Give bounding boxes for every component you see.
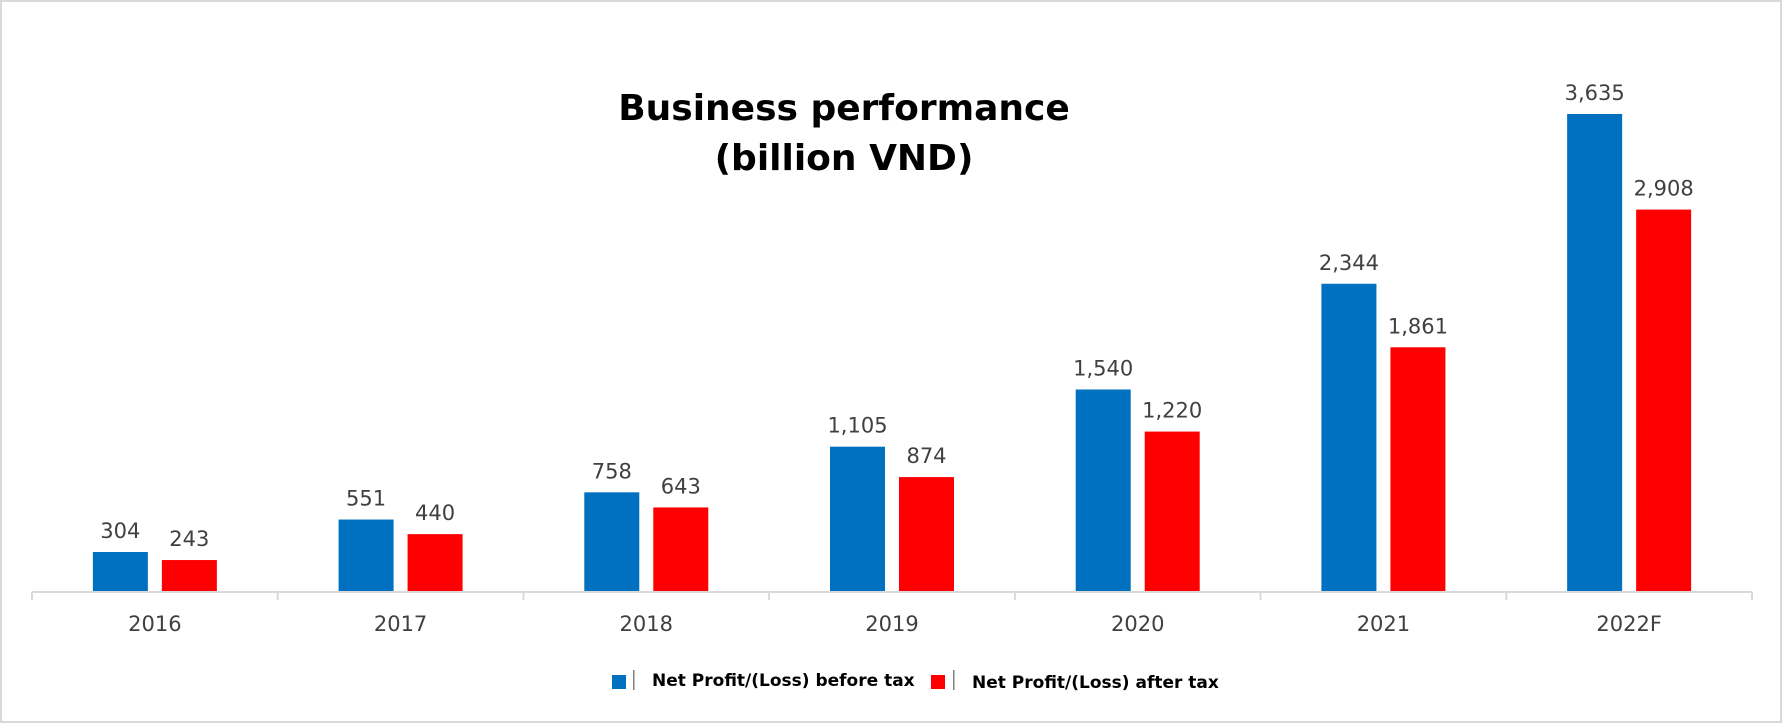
data-label-before-tax-2016: 304 [100,519,140,543]
legend-item-before-tax: Net Profit/(Loss) before tax [612,670,915,691]
bar-after-tax-2022F [1636,209,1692,592]
x-tick-label-2020: 2020 [1111,612,1164,636]
bar-after-tax-2016 [161,560,217,592]
x-tick-label-2021: 2021 [1357,612,1410,636]
data-label-after-tax-2017: 440 [415,501,455,525]
data-label-before-tax-2018: 758 [592,459,632,483]
bar-after-tax-2018 [653,507,709,592]
bar-after-tax-2019 [899,477,954,592]
x-tick-label-2016: 2016 [128,612,181,636]
data-label-before-tax-2017: 551 [346,487,386,511]
bar-after-tax-2017 [407,534,463,592]
bar-before-tax-2017 [338,519,394,592]
data-label-after-tax-2022F: 2,908 [1634,177,1694,201]
chart-title: Business performance [618,88,1070,129]
data-label-before-tax-2019: 1,105 [827,414,887,438]
data-label-after-tax-2021: 1,861 [1388,314,1448,338]
legend-swatch-after-tax [931,675,945,689]
x-tick-label-2018: 2018 [620,612,673,636]
legend-label-after-tax: Net Profit/(Loss) after tax [972,673,1219,693]
bar-before-tax-2018 [584,492,640,592]
x-tick-label-2022F: 2022F [1596,612,1662,636]
legend: Net Profit/(Loss) before tax Net Profit/… [612,670,1219,693]
bar-after-tax-2020 [1144,431,1200,592]
data-label-before-tax-2020: 1,540 [1073,356,1133,380]
x-tick-label-2019: 2019 [865,612,918,636]
bar-after-tax-2021 [1390,347,1446,592]
legend-label-before-tax: Net Profit/(Loss) before tax [652,671,915,691]
data-labels-layer: 304 243 551 440 758 643 1,105 874 1,540 1,220 2,34… [100,81,1693,551]
data-label-after-tax-2016: 243 [169,527,209,551]
bars-layer [92,113,1692,592]
bar-before-tax-2021 [1321,283,1377,592]
bar-before-tax-2022F [1567,113,1623,592]
legend-divider [633,670,635,690]
legend-divider [953,670,955,690]
data-label-after-tax-2019: 874 [906,444,946,468]
legend-item-after-tax: Net Profit/(Loss) after tax [931,670,1219,693]
bar-before-tax-2016 [92,552,148,592]
chart-subtitle: (billion VND) [715,138,974,179]
bar-before-tax-2020 [1075,389,1131,592]
data-label-before-tax-2022F: 3,635 [1565,81,1625,105]
legend-swatch-before-tax [612,675,626,689]
x-axis: 2016 2017 2018 2019 2020 2021 2022F [31,591,1753,636]
data-label-after-tax-2020: 1,220 [1142,399,1202,423]
data-label-before-tax-2021: 2,344 [1319,251,1379,275]
bar-before-tax-2019 [830,446,885,592]
x-tick-label-2017: 2017 [374,612,427,636]
data-label-after-tax-2018: 643 [661,474,701,498]
